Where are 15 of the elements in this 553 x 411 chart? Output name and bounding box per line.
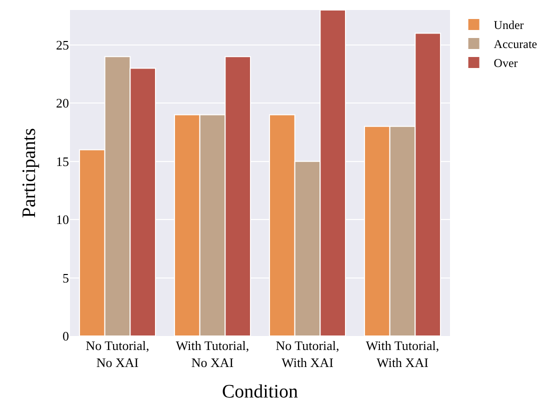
legend-label: Under — [494, 18, 524, 32]
y-axis-title: Participants — [18, 128, 40, 218]
y-tick-label: 15 — [56, 154, 69, 169]
legend-label: Accurate — [494, 37, 538, 52]
y-tick-label: 10 — [56, 212, 69, 228]
y-tick-label: 20 — [56, 96, 69, 111]
x-tick-label: With Tutorial, No XAI — [176, 338, 250, 370]
x-tick-label: With Tutorial, With XAI — [366, 338, 440, 370]
y-tick-label: 25 — [56, 37, 69, 52]
x-tick-label: No Tutorial, With XAI — [276, 338, 340, 370]
x-tick-label: No Tutorial, No XAI — [86, 338, 150, 370]
y-tick-label: 0 — [62, 328, 69, 344]
legend-label: Over — [494, 56, 518, 70]
y-tick-label: 5 — [62, 270, 69, 286]
x-axis-title: Condition — [222, 382, 298, 403]
